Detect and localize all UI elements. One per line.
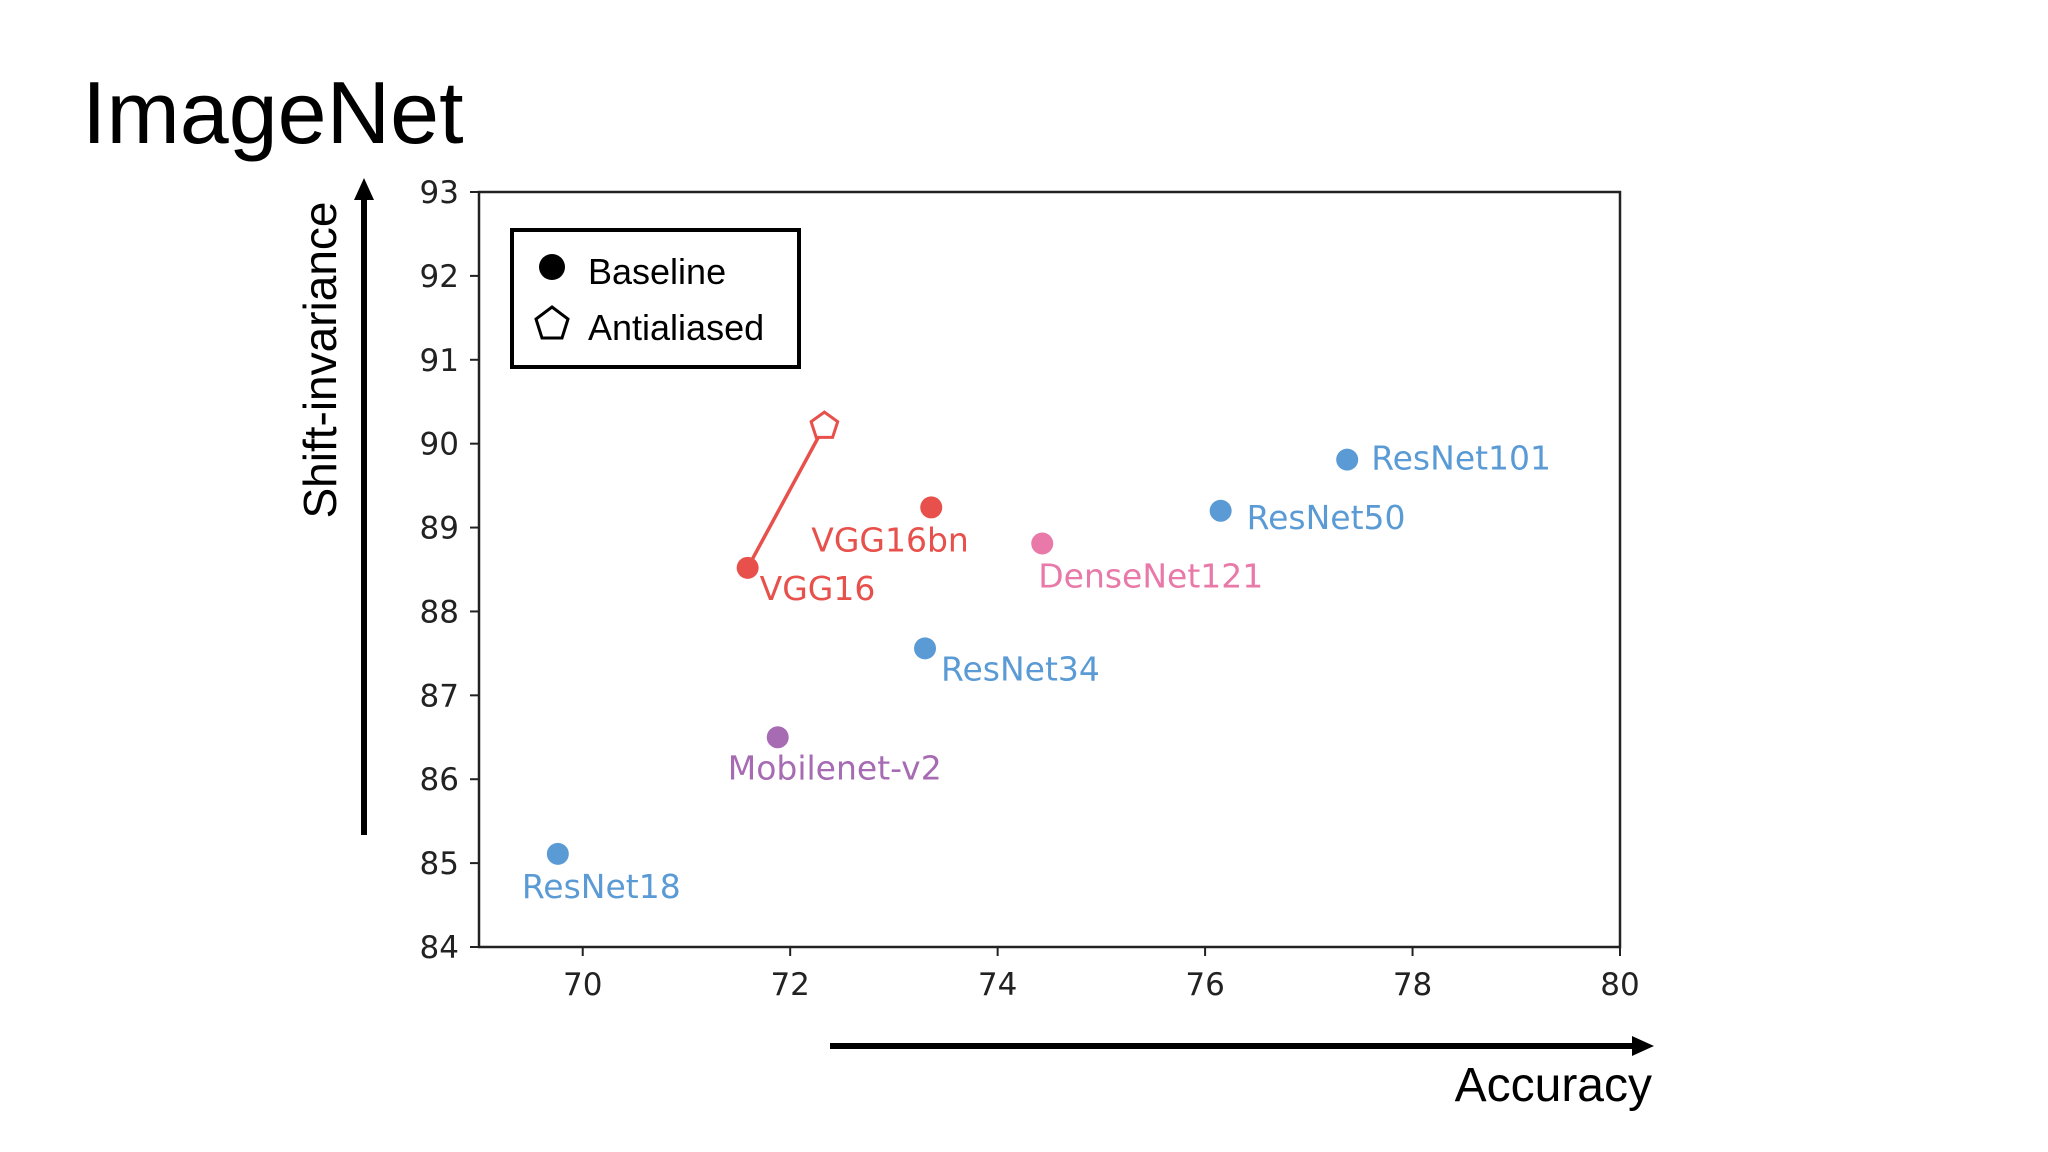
label-resnet101: ResNet101 <box>1371 439 1551 478</box>
point-vgg16bn <box>920 496 943 519</box>
y-tick-label: 89 <box>420 511 459 547</box>
legend: Baseline Antialiased <box>510 228 801 369</box>
y-tick-label: 88 <box>420 594 459 630</box>
y-tick-label: 84 <box>420 930 459 966</box>
x-axis-label: Accuracy <box>1454 1059 1652 1112</box>
slide-title: ImageNet <box>82 63 464 162</box>
vgg16-antialiased-connector <box>746 425 826 569</box>
x-tick-label: 70 <box>563 967 602 1003</box>
plot-area-frame <box>477 190 1622 949</box>
point-resnet18 <box>546 842 569 865</box>
label-resnet18: ResNet18 <box>522 867 681 906</box>
legend-label-baseline: Baseline <box>588 251 726 292</box>
y-tick-label: 85 <box>420 846 459 882</box>
y-tick-label: 87 <box>420 678 459 714</box>
y-direction-arrowhead <box>354 178 374 200</box>
legend-label-antialiased: Antialiased <box>588 307 764 348</box>
point-resnet101 <box>1336 448 1359 471</box>
legend-box <box>510 228 801 369</box>
point-vgg16 <box>736 556 759 579</box>
label-mobilenet-v2: Mobilenet-v2 <box>728 748 942 787</box>
x-tick-label: 76 <box>1185 967 1224 1003</box>
point-resnet34 <box>914 637 937 660</box>
label-vgg16: VGG16 <box>760 569 876 608</box>
y-tick-label: 92 <box>420 259 459 295</box>
x-tick-label: 80 <box>1600 967 1639 1003</box>
x-direction-arrowhead <box>1632 1036 1654 1056</box>
point-mobilenet-v2 <box>766 726 789 749</box>
x-tick-label: 72 <box>770 967 809 1003</box>
antialiased-marker-icon <box>534 305 570 340</box>
y-tick-label: 90 <box>420 427 459 463</box>
point-resnet50 <box>1209 499 1232 522</box>
point-densenet121 <box>1031 532 1054 555</box>
label-densenet121: DenseNet121 <box>1038 556 1263 595</box>
baseline-marker-icon <box>539 254 565 280</box>
y-tick-label: 93 <box>420 175 459 211</box>
antialiased-point <box>809 410 840 439</box>
label-resnet50: ResNet50 <box>1247 498 1406 537</box>
y-tick-label: 91 <box>420 343 459 379</box>
y-tick-label: 86 <box>420 762 459 798</box>
x-tick-label: 78 <box>1393 967 1432 1003</box>
label-resnet34: ResNet34 <box>941 649 1100 688</box>
label-vgg16bn: VGG16bn <box>811 520 969 559</box>
x-tick-label: 74 <box>978 967 1017 1003</box>
